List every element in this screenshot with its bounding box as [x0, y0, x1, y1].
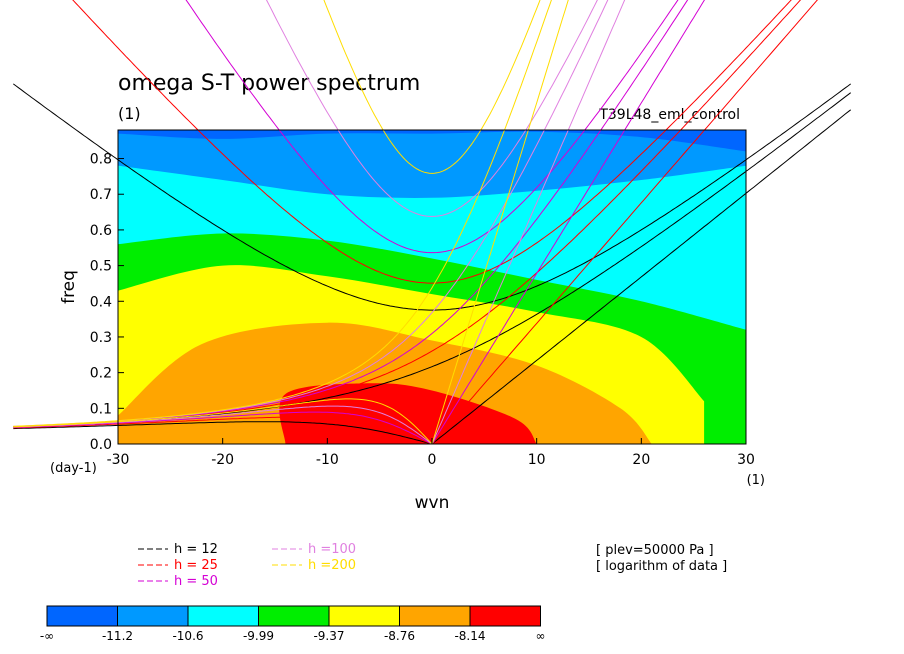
colorbar-label: -9.37	[313, 629, 344, 643]
colorbar: -∞ -11.2 -10.6 -9.99 -9.37 -8.76 -8.14 ∞	[40, 605, 546, 643]
curve-h50-kelvin	[431, 0, 706, 445]
curve-h25-ig1	[72, 0, 792, 284]
curve-h100-ig1	[265, 0, 598, 217]
colorbar-swatch	[117, 605, 189, 627]
colorbar-label: -8.76	[384, 629, 415, 643]
y-tick-label: 0.3	[90, 330, 112, 346]
y-axis-label: freq	[59, 270, 79, 304]
x-tick-label: 20	[632, 452, 650, 468]
curve-h25-rossby	[13, 416, 433, 445]
y-tick-label: 0.2	[90, 366, 112, 382]
colorbar-swatch	[46, 605, 118, 627]
curve-h200-rossby	[13, 398, 433, 445]
colorbar-label: -∞	[40, 629, 54, 643]
y-tick-label: 0.6	[90, 223, 112, 239]
curve-h12-kelvin	[431, 109, 852, 445]
curve-h12-rossby	[13, 421, 433, 445]
curve-h100-kelvin	[431, 0, 626, 445]
curve-h25-kelvin	[431, 0, 818, 445]
y-tick-label: 0.8	[90, 152, 112, 168]
curve-h50-ig1	[185, 0, 679, 254]
info-plev: [ plev=50000 Pa ]	[596, 543, 714, 558]
y-tick-label: 0.0	[90, 437, 112, 453]
colorbar-swatch	[258, 605, 330, 627]
x-tick-label: -10	[316, 452, 339, 468]
legend-label: h =200	[308, 558, 356, 573]
title-unit: (1)	[118, 104, 141, 123]
legend-label: h = 12	[174, 542, 218, 557]
chart-title: omega S-T power spectrum	[118, 71, 420, 96]
y-tick-label: 0.5	[90, 259, 112, 275]
y-axis: 0.0 0.1 0.2 0.3 0.4 0.5 0.6 0.7 0.8	[90, 152, 124, 453]
colorbar-swatch	[187, 605, 259, 627]
colorbar-swatch	[469, 605, 541, 627]
curve-h12-ig1	[13, 83, 852, 311]
y-axis-unit: (day-1)	[50, 461, 97, 476]
legend-label: h =100	[308, 542, 356, 557]
colorbar-swatch	[399, 605, 471, 627]
x-axis: -30 -20 -10 0 10 20 30	[107, 438, 755, 468]
x-tick-label: -20	[211, 452, 234, 468]
chart-subtitle: T39L48_eml_control	[598, 107, 740, 123]
curve-h200-mrg	[13, 0, 552, 427]
curve-h50-rossby	[13, 411, 433, 445]
x-tick-label: 0	[428, 452, 437, 468]
x-tick-label: 30	[737, 452, 755, 468]
dispersion-curves	[13, 0, 852, 445]
colorbar-label: -8.14	[454, 629, 485, 643]
legend-label: h = 25	[174, 558, 218, 573]
info-log: [ logarithm of data ]	[596, 559, 727, 574]
colorbar-label: -10.6	[172, 629, 203, 643]
level-fill-6	[279, 383, 537, 444]
y-tick-label: 0.1	[90, 401, 112, 417]
y-tick-label: 0.4	[90, 294, 112, 310]
colorbar-swatch	[328, 605, 400, 627]
x-axis-unit: (1)	[747, 473, 765, 488]
curve-h200-ig1	[323, 0, 541, 174]
curve-h200-kelvin	[431, 0, 569, 445]
x-axis-label: wvn	[415, 493, 450, 513]
x-tick-label: -30	[107, 452, 130, 468]
x-tick-label: 10	[528, 452, 546, 468]
y-tick-label: 0.7	[90, 187, 112, 203]
legend-label: h = 50	[174, 574, 218, 589]
colorbar-label: -9.99	[243, 629, 274, 643]
colorbar-label: ∞	[536, 629, 546, 643]
colorbar-label: -11.2	[102, 629, 133, 643]
